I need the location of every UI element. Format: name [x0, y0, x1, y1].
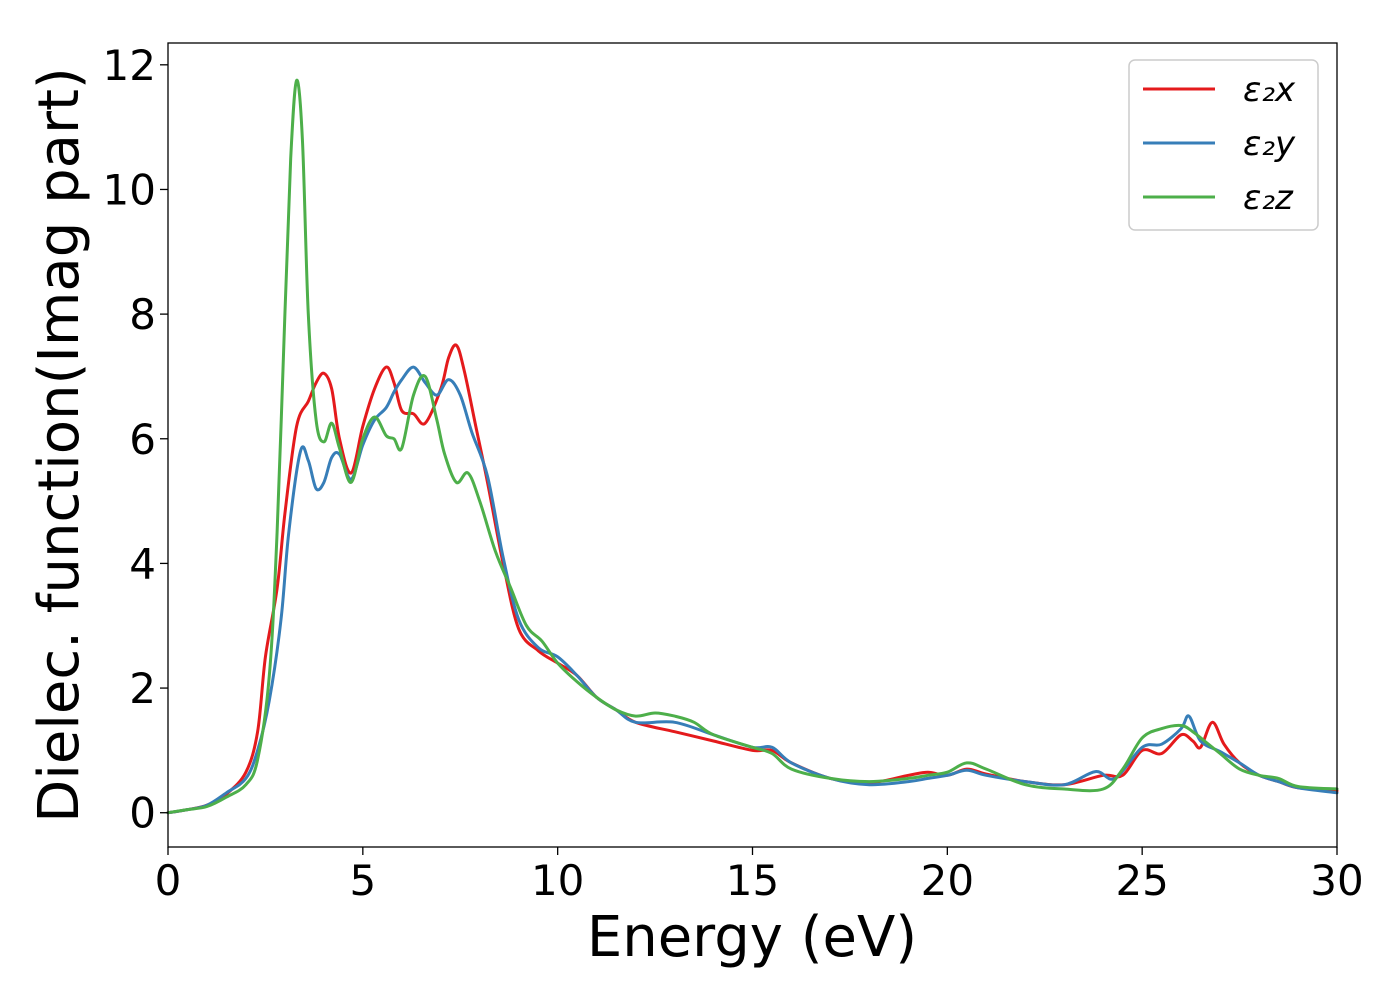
series-line-1	[166, 343, 1339, 815]
legend-label-1: ε₂x	[1243, 70, 1296, 110]
legend: ε₂x ε₂y ε₂z	[1128, 59, 1319, 231]
series-line-3	[166, 78, 1339, 815]
x-tick-label: 20	[921, 856, 974, 905]
y-tick-label: 8	[129, 290, 156, 339]
series-layer	[166, 78, 1339, 815]
x-axis-ticks: 0 5 10 15 20 25 30	[155, 847, 1364, 905]
legend-label-3: ε₂z	[1243, 178, 1294, 218]
legend-box	[1128, 59, 1319, 231]
y-tick-label: 6	[129, 415, 156, 464]
y-tick-label: 12	[103, 41, 156, 90]
x-axis-label: Energy (eV)	[587, 905, 917, 970]
y-axis-label: Dielec. function(Imag part)	[27, 67, 92, 823]
y-axis-ticks: 0 2 4 6 8 10 12	[103, 41, 168, 838]
x-tick-label: 0	[155, 856, 182, 905]
y-tick-label: 0	[129, 789, 156, 838]
y-tick-label: 2	[129, 664, 156, 713]
legend-label-2: ε₂y	[1243, 124, 1296, 164]
x-tick-label: 30	[1310, 856, 1363, 905]
x-tick-label: 25	[1115, 856, 1168, 905]
x-tick-label: 5	[349, 856, 376, 905]
x-tick-label: 10	[531, 856, 584, 905]
y-tick-label: 10	[103, 165, 156, 214]
x-tick-label: 15	[726, 856, 779, 905]
y-tick-label: 4	[129, 539, 156, 588]
